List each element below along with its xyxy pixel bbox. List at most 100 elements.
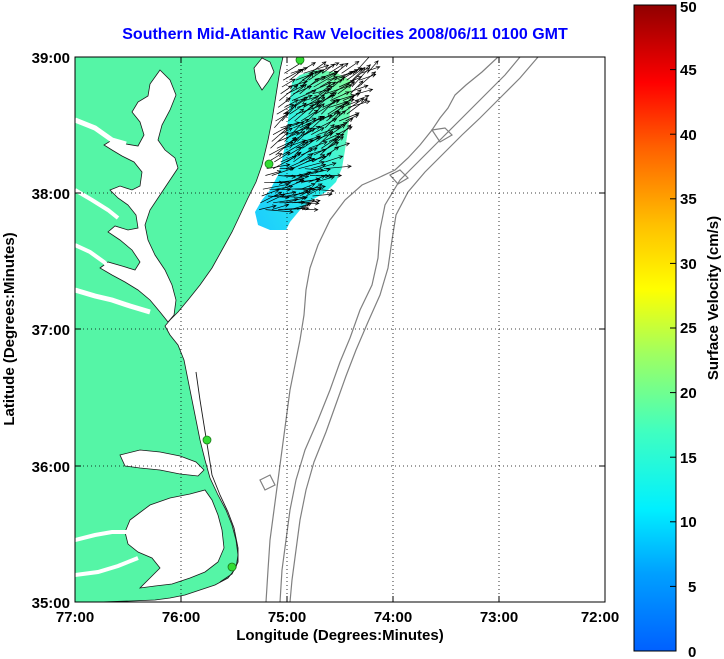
velocity-field <box>255 70 352 230</box>
velocity-arrowhead <box>299 108 305 113</box>
velocity-arrow <box>278 175 296 178</box>
velocity-arrowhead <box>317 187 323 192</box>
velocity-arrowhead <box>332 138 338 144</box>
velocity-arrow <box>293 148 313 163</box>
velocity-arrowhead <box>326 82 332 86</box>
pamlico-river <box>75 530 128 542</box>
velocity-arrow <box>272 155 297 170</box>
velocity-arrow <box>274 111 289 129</box>
velocity-arrow <box>321 99 336 115</box>
velocity-arrowhead <box>329 92 335 97</box>
velocity-arrowhead <box>350 81 356 86</box>
velocity-arrowhead <box>305 126 310 131</box>
velocity-arrowhead <box>312 147 318 152</box>
velocity-arrowhead <box>302 102 307 107</box>
velocity-arrow <box>312 154 325 163</box>
velocity-arrow <box>323 124 335 135</box>
river-james <box>75 287 151 315</box>
velocity-arrowhead <box>324 88 330 94</box>
velocity-arrowhead <box>321 163 327 168</box>
velocity-arrow <box>296 127 312 142</box>
velocity-arrow <box>282 69 303 81</box>
velocity-arrowhead <box>363 98 368 103</box>
river-potomac <box>75 117 127 147</box>
velocity-arrowhead <box>320 96 326 102</box>
neuse-river <box>75 556 139 577</box>
velocity-arrow <box>281 179 305 190</box>
velocity-arrow <box>322 63 335 74</box>
velocity-arrowhead <box>274 188 280 193</box>
velocity-arrow <box>294 104 314 122</box>
colorbar-tick-label: 30 <box>680 256 697 273</box>
velocity-arrow <box>311 164 326 170</box>
velocity-arrowhead <box>320 115 325 121</box>
velocity-arrow <box>317 126 341 136</box>
velocity-arrow <box>288 187 313 190</box>
velocity-arrow <box>305 82 332 95</box>
velocity-arrowhead <box>289 209 294 214</box>
velocity-arrow <box>289 131 305 149</box>
colorbar-tick-label: 5 <box>688 579 696 596</box>
velocity-arrowhead <box>284 203 290 208</box>
velocity-arrowhead <box>310 158 316 162</box>
velocity-arrow <box>328 63 344 74</box>
velocity-arrowhead <box>290 166 296 171</box>
velocity-arrowhead <box>295 132 300 136</box>
velocity-arrowhead <box>328 130 334 136</box>
velocity-arrow <box>352 64 371 81</box>
velocity-arrow <box>313 142 339 156</box>
velocity-arrowhead <box>299 68 305 73</box>
velocity-arrow <box>289 68 304 81</box>
velocity-arrow <box>293 117 316 129</box>
velocity-arrow <box>321 136 340 149</box>
velocity-arrow <box>341 61 359 74</box>
velocity-arrow <box>308 96 325 115</box>
velocity-arrowhead <box>359 98 365 103</box>
velocity-arrow <box>300 109 319 122</box>
velocity-arrowhead <box>305 122 310 128</box>
velocity-arrow <box>302 135 321 149</box>
velocity-arrow <box>307 186 326 190</box>
y-tick-label: 36:00 <box>32 459 70 476</box>
velocity-arrow <box>285 156 312 170</box>
velocity-arrowhead <box>358 80 364 85</box>
velocity-arrowhead <box>334 99 340 104</box>
velocity-arrowhead <box>307 156 312 161</box>
velocity-arrow <box>299 78 319 95</box>
velocity-arrowhead <box>316 199 321 204</box>
velocity-arrowhead <box>299 121 304 126</box>
velocity-arrow <box>303 168 331 176</box>
velocity-arrowhead <box>280 193 286 198</box>
y-tick-label: 37:00 <box>32 322 70 339</box>
velocity-arrowhead <box>335 110 340 115</box>
velocity-arrow <box>318 152 332 163</box>
velocity-arrowhead <box>334 125 340 130</box>
velocity-arrowhead <box>311 62 317 67</box>
velocity-arrowhead <box>320 94 326 99</box>
bathymetry-contours <box>259 57 539 602</box>
velocity-arrowhead <box>349 95 355 100</box>
velocity-arrowhead <box>295 121 301 126</box>
radar-stations <box>202 57 305 572</box>
velocity-arrow <box>262 183 289 190</box>
velocity-arrowhead <box>330 63 336 68</box>
velocity-arrowhead <box>322 141 328 145</box>
velocity-arrowhead <box>304 118 310 123</box>
velocity-arrowhead <box>303 80 308 85</box>
velocity-arrowhead <box>316 135 322 140</box>
velocity-arrow <box>303 135 320 142</box>
velocity-arrow <box>326 110 340 122</box>
velocity-arrowhead <box>338 79 343 84</box>
velocity-arrow <box>325 155 343 163</box>
velocity-arrow <box>312 116 325 129</box>
velocity-arrowhead <box>345 142 351 147</box>
velocity-arrow <box>281 78 296 88</box>
velocity-arrow <box>294 141 308 156</box>
velocity-arrow <box>319 76 338 88</box>
velocity-arrow <box>357 71 376 88</box>
velocity-arrow <box>319 139 337 156</box>
velocity-arrowhead <box>292 155 297 160</box>
velocity-arrowhead <box>354 69 359 73</box>
velocity-arrowhead <box>293 99 299 104</box>
velocity-arrow <box>299 183 323 197</box>
